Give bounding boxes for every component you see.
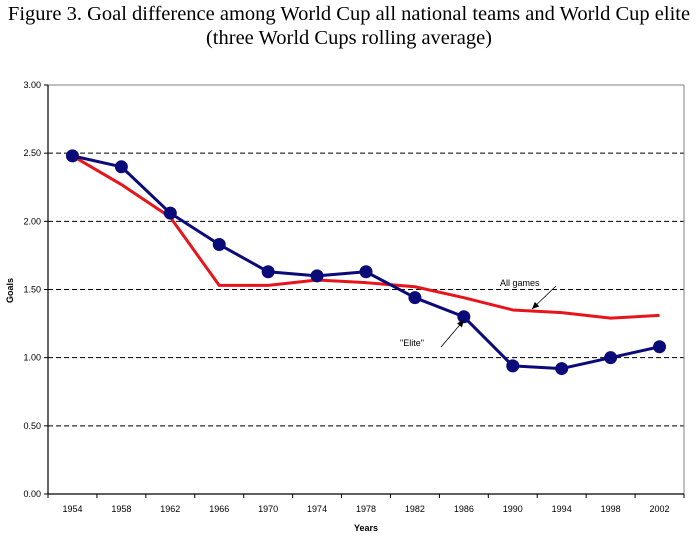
chart-title-line1: Figure 3. Goal difference among World Cu…: [7, 3, 691, 25]
data-point-elite: [457, 310, 471, 324]
series-lines: [71, 154, 660, 371]
x-tick-label: 1974: [307, 504, 327, 514]
data-point-elite: [555, 362, 569, 376]
y-tick-label: 2.00: [23, 216, 41, 226]
data-point-elite: [506, 359, 520, 373]
series-line-elite: [72, 154, 660, 371]
x-tick-label: 1958: [111, 504, 131, 514]
y-axis-title: Goals: [5, 278, 15, 303]
x-tick-label: 1966: [209, 504, 229, 514]
gridlines: [48, 152, 684, 427]
data-point-elite: [653, 340, 667, 354]
y-tick-label: 1.50: [23, 285, 41, 295]
y-tick-label: 1.00: [23, 353, 41, 363]
series-markers: [65, 149, 667, 376]
data-point-elite: [65, 149, 79, 163]
y-tick-label: 2.50: [23, 148, 41, 158]
data-point-elite: [261, 265, 275, 279]
annotations: All games "Elite": [400, 278, 557, 348]
y-tick-label: 0.00: [23, 489, 41, 499]
y-axis-ticks: 0.00 0.50 1.00 1.50 2.00 2.50 3.00: [23, 80, 48, 499]
data-point-elite: [114, 160, 128, 174]
data-point-elite: [212, 238, 226, 252]
x-tick-label: 1954: [62, 504, 82, 514]
x-tick-label: 1970: [258, 504, 278, 514]
data-point-elite: [163, 206, 177, 220]
annotation-elite: "Elite": [400, 338, 424, 348]
x-axis-title: Years: [354, 523, 378, 533]
chart-title: Figure 3. Goal difference among World Cu…: [0, 2, 698, 50]
annotation-elite-arrowhead: [457, 320, 464, 328]
x-tick-label: 1962: [160, 504, 180, 514]
y-tick-label: 3.00: [23, 80, 41, 90]
x-axis-ticks: 1954 1958 1962 1966 1970 1974 1978 1982 1986 1990…: [47, 494, 685, 514]
data-point-elite: [359, 265, 373, 279]
x-tick-label: 1986: [454, 504, 474, 514]
annotation-all-games-arrowhead: [532, 301, 540, 309]
annotation-all-games: All games: [500, 278, 540, 288]
x-tick-label: 1990: [503, 504, 523, 514]
chart-subtitle: (three World Cups rolling average): [205, 27, 493, 49]
series-line-all-games: [71, 154, 660, 320]
data-point-elite: [408, 291, 422, 305]
data-point-elite: [604, 351, 618, 365]
x-tick-label: 1994: [552, 504, 572, 514]
data-point-elite: [310, 269, 324, 283]
x-tick-label: 1978: [356, 504, 376, 514]
x-tick-label: 1982: [405, 504, 425, 514]
x-tick-label: 2002: [650, 504, 670, 514]
x-tick-label: 1998: [601, 504, 621, 514]
y-tick-label: 0.50: [23, 421, 41, 431]
